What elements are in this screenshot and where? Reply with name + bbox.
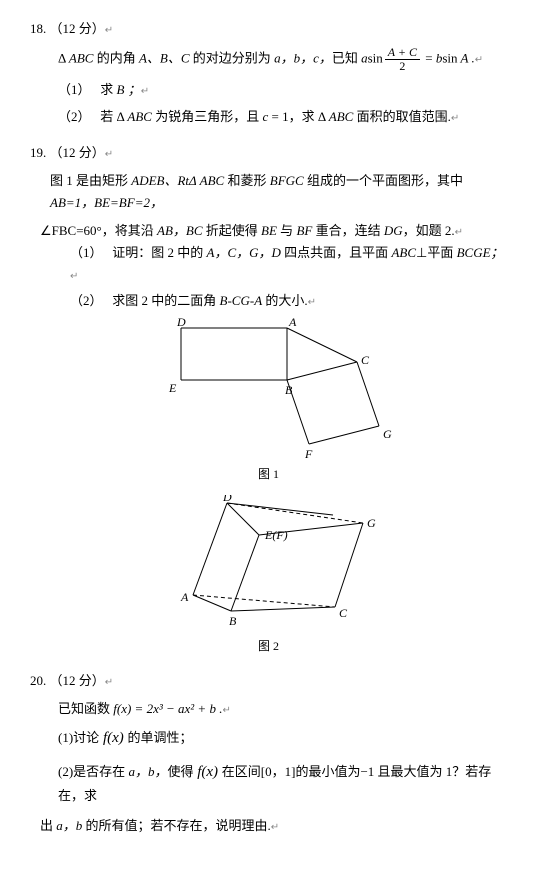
svg-text:A: A bbox=[180, 590, 189, 604]
fraction: A + C2 bbox=[385, 46, 420, 73]
svg-text:C: C bbox=[361, 353, 370, 367]
prob-19-q1: （1） 证明：图 2 中的 A，C，G，D 四点共面，且平面 ABC⊥平面 BC… bbox=[70, 242, 507, 286]
num: 19 bbox=[30, 145, 43, 160]
prob-18-q1: （1） 求 B ；↵ bbox=[58, 79, 507, 101]
prob-20-q2-line2: 出 a，b 的所有值；若不存在，说明理由.↵ bbox=[40, 815, 507, 837]
figure-2: D E(F) G A B C bbox=[30, 495, 507, 630]
prob-19-stem2: ∠FBC=60°，将其沿 AB，BC 折起使得 BE 与 BF 重合，连结 DG… bbox=[40, 220, 507, 242]
prob-20-head: 20. （12 分）↵ bbox=[30, 670, 507, 692]
svg-text:D: D bbox=[176, 318, 186, 329]
svg-text:C: C bbox=[339, 606, 348, 620]
figure-2-svg: D E(F) G A B C bbox=[119, 495, 419, 630]
prob-18-stem: Δ ABC 的内角 A、B、C 的对边分别为 a，b，c，已知 asinA + … bbox=[58, 46, 507, 73]
problem-19: 19. （12 分）↵ 图 1 是由矩形 ADEB、RtΔ ABC 和菱形 BF… bbox=[30, 142, 507, 656]
svg-text:D: D bbox=[222, 495, 232, 504]
svg-text:F: F bbox=[304, 447, 313, 458]
svg-text:A: A bbox=[288, 318, 297, 329]
figure-2-caption: 图 2 bbox=[30, 636, 507, 656]
figure-1: D A E B C F G bbox=[30, 318, 507, 458]
num: 18 bbox=[30, 21, 43, 36]
svg-text:B: B bbox=[229, 614, 237, 628]
prob-18-head: 18. （12 分）↵ bbox=[30, 18, 507, 40]
svg-text:G: G bbox=[367, 516, 376, 530]
prob-19-stem1: 图 1 是由矩形 ADEB、RtΔ ABC 和菱形 BFGC 组成的一个平面图形… bbox=[50, 170, 507, 214]
pts: （12 分） bbox=[50, 21, 105, 36]
svg-text:E: E bbox=[168, 381, 177, 395]
problem-18: 18. （12 分）↵ Δ ABC 的内角 A、B、C 的对边分别为 a，b，c… bbox=[30, 18, 507, 128]
figure-1-caption: 图 1 bbox=[30, 464, 507, 484]
prob-18-q2: （2） 若 Δ ABC 为锐角三角形，且 c = 1，求 Δ ABC 面积的取值… bbox=[58, 106, 507, 128]
pts: （12 分） bbox=[50, 673, 105, 688]
svg-text:E(F): E(F) bbox=[264, 528, 288, 542]
num: 20 bbox=[30, 673, 43, 688]
pts: （12 分） bbox=[50, 145, 105, 160]
prob-20-q1: (1)讨论 f(x) 的单调性； bbox=[58, 726, 507, 752]
svg-text:B: B bbox=[285, 383, 293, 397]
figure-1-svg: D A E B C F G bbox=[109, 318, 429, 458]
problem-20: 20. （12 分）↵ 已知函数 f(x) = 2x³ − ax² + b .↵… bbox=[30, 670, 507, 837]
prob-20-q2: (2)是否存在 a，b，使得 f(x) 在区间[0，1]的最小值为−1 且最大值… bbox=[58, 760, 507, 808]
svg-text:G: G bbox=[383, 427, 392, 441]
prob-19-q2: （2） 求图 2 中的二面角 B-CG-A 的大小.↵ bbox=[70, 290, 507, 312]
prob-19-head: 19. （12 分）↵ bbox=[30, 142, 507, 164]
